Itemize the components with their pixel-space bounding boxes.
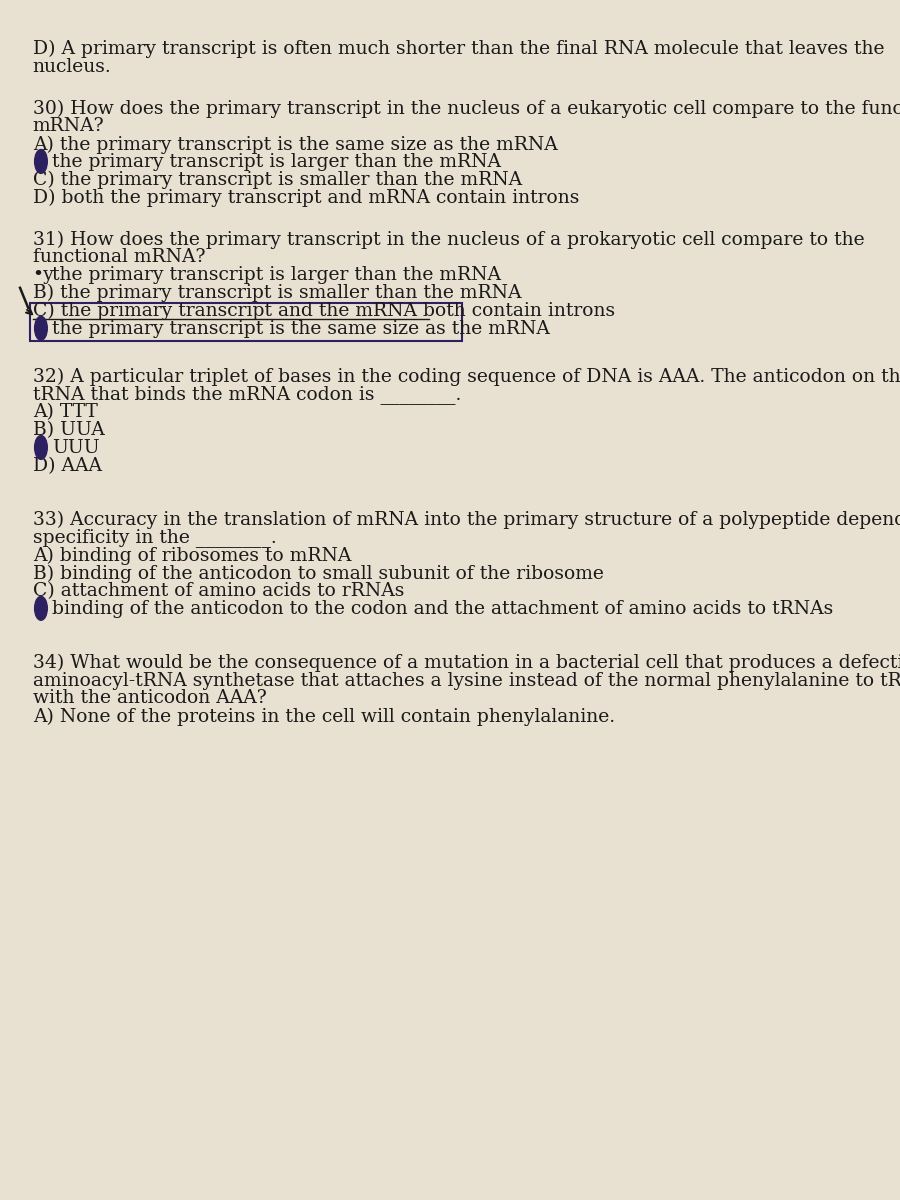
Text: mRNA?: mRNA? xyxy=(32,118,104,136)
Text: 32) A particular triplet of bases in the coding sequence of DNA is AAA. The anti: 32) A particular triplet of bases in the… xyxy=(32,367,900,386)
Text: D) both the primary transcript and mRNA contain introns: D) both the primary transcript and mRNA … xyxy=(32,188,579,208)
Text: tRNA that binds the mRNA codon is ________.: tRNA that binds the mRNA codon is ______… xyxy=(32,385,461,404)
Text: 30) How does the primary transcript in the nucleus of a eukaryotic cell compare : 30) How does the primary transcript in t… xyxy=(32,100,900,118)
Text: C) the primary transcript is smaller than the mRNA: C) the primary transcript is smaller tha… xyxy=(32,170,522,190)
Text: 31) How does the primary transcript in the nucleus of a prokaryotic cell compare: 31) How does the primary transcript in t… xyxy=(32,230,864,248)
Text: the primary transcript is larger than the mRNA: the primary transcript is larger than th… xyxy=(51,154,500,172)
Text: C) the primary transcript and the mRNA both contain introns: C) the primary transcript and the mRNA b… xyxy=(32,302,615,320)
Text: C) attachment of amino acids to rRNAs: C) attachment of amino acids to rRNAs xyxy=(32,582,404,600)
Text: A) binding of ribosomes to mRNA: A) binding of ribosomes to mRNA xyxy=(32,546,351,565)
Text: aminoacyl-tRNA synthetase that attaches a lysine instead of the normal phenylala: aminoacyl-tRNA synthetase that attaches … xyxy=(32,672,900,690)
Text: UUU: UUU xyxy=(51,439,99,457)
Circle shape xyxy=(34,596,48,620)
Text: D) AAA: D) AAA xyxy=(32,457,102,475)
Text: A) the primary transcript is the same size as the mRNA: A) the primary transcript is the same si… xyxy=(32,136,557,154)
Text: binding of the anticodon to the codon and the attachment of amino acids to tRNAs: binding of the anticodon to the codon an… xyxy=(51,600,833,618)
Circle shape xyxy=(34,436,48,460)
Circle shape xyxy=(34,317,48,341)
Text: 33) Accuracy in the translation of mRNA into the primary structure of a polypept: 33) Accuracy in the translation of mRNA … xyxy=(32,511,900,529)
Text: A) TTT: A) TTT xyxy=(32,403,97,421)
Text: nucleus.: nucleus. xyxy=(32,58,112,76)
Text: functional mRNA?: functional mRNA? xyxy=(32,248,205,266)
Text: B) binding of the anticodon to small subunit of the ribosome: B) binding of the anticodon to small sub… xyxy=(32,564,604,582)
Text: the primary transcript is the same size as the mRNA: the primary transcript is the same size … xyxy=(51,320,550,338)
Text: •y: •y xyxy=(32,266,55,284)
Text: 34) What would be the consequence of a mutation in a bacterial cell that produce: 34) What would be the consequence of a m… xyxy=(32,654,900,672)
Text: D) A primary transcript is often much shorter than the final RNA molecule that l: D) A primary transcript is often much sh… xyxy=(32,40,884,58)
Text: with the anticodon AAA?: with the anticodon AAA? xyxy=(32,689,266,707)
Text: B) the primary transcript is smaller than the mRNA: B) the primary transcript is smaller tha… xyxy=(32,284,521,302)
Text: A) None of the proteins in the cell will contain phenylalanine.: A) None of the proteins in the cell will… xyxy=(32,707,615,726)
Text: specificity in the ________.: specificity in the ________. xyxy=(32,528,276,547)
Circle shape xyxy=(34,150,48,173)
Text: B) UUA: B) UUA xyxy=(32,421,104,439)
Text: the primary transcript is larger than the mRNA: the primary transcript is larger than th… xyxy=(51,266,500,284)
